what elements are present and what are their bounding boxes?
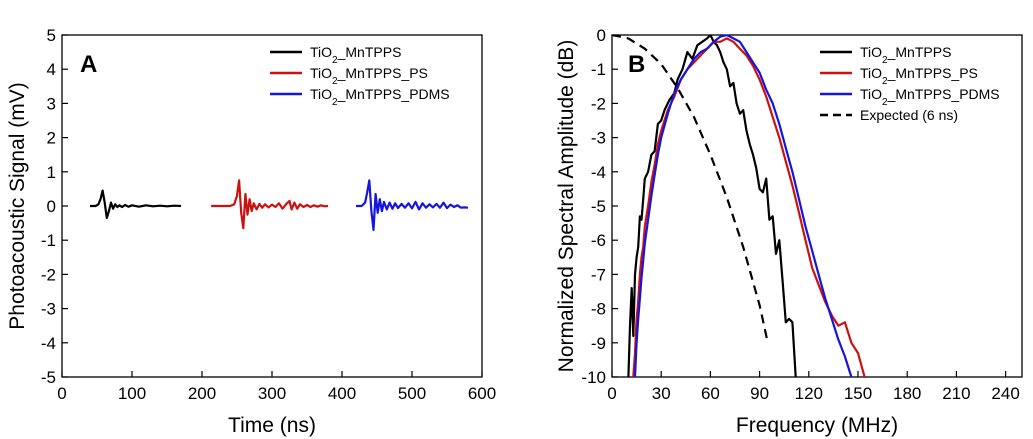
legend-label: TiO2_MnTPPS_PS [310, 65, 428, 87]
y-tick-label: -1 [591, 60, 606, 79]
x-tick-label: 30 [652, 384, 671, 403]
panel-b-ticks: 0 30 60 90 120 150 180 210 240 0 -1 -2 -3 -4 -5 -6 -7 -8 -… [581, 26, 1019, 403]
x-tick-label: 500 [398, 384, 426, 403]
panel-a-ylabel: Photoacoustic Signal (mV) [6, 82, 29, 329]
panel-a-ticks: 0 100 200 300 400 500 600 -5 -4 -3 -2 -1 0 1 2 3 4 5 [41, 26, 496, 403]
x-tick-label: 200 [188, 384, 216, 403]
panel-a-letter: A [80, 51, 97, 78]
x-tick-label: 150 [844, 384, 872, 403]
series-line [612, 35, 769, 344]
series-line [632, 37, 866, 377]
legend-label: TiO2_MnTPPS_PDMS [860, 86, 1000, 108]
y-tick-label: 0 [597, 26, 606, 45]
y-tick-label: 4 [47, 60, 56, 79]
panel-a-series [90, 179, 469, 231]
y-tick-label: -2 [591, 94, 606, 113]
y-tick-label: -3 [41, 300, 56, 319]
x-tick-label: 90 [750, 384, 769, 403]
y-tick-label: -3 [591, 129, 606, 148]
panel-b-series [612, 35, 866, 377]
panel-a: 0 100 200 300 400 500 600 -5 -4 -3 -2 -1 0 1 2 3 4 5 A Ti… [6, 26, 496, 437]
y-tick-label: -1 [41, 231, 56, 250]
y-tick-label: 2 [47, 129, 56, 148]
series-line [633, 35, 853, 377]
y-tick-label: -5 [41, 368, 56, 387]
y-tick-label: -5 [591, 197, 606, 216]
panel-b-letter: B [628, 51, 645, 78]
series-line [211, 179, 329, 230]
legend-label: Expected (6 ns) [860, 107, 958, 123]
y-tick-label: -6 [591, 231, 606, 250]
y-tick-label: -7 [591, 265, 606, 284]
series-line [627, 35, 797, 377]
x-tick-label: 400 [328, 384, 356, 403]
y-tick-label: -10 [581, 368, 606, 387]
panel-a-xlabel: Time (ns) [228, 414, 316, 437]
x-tick-label: 0 [607, 384, 616, 403]
x-tick-label: 0 [57, 384, 66, 403]
series-line [90, 189, 182, 220]
x-tick-label: 100 [118, 384, 146, 403]
y-tick-label: -8 [591, 300, 606, 319]
panel-b: 0 30 60 90 120 150 180 210 240 0 -1 -2 -3 -4 -5 -6 -7 -8 -… [555, 26, 1023, 437]
y-tick-label: 0 [47, 197, 56, 216]
panel-b-xlabel: Frequency (MHz) [736, 414, 898, 437]
x-tick-label: 600 [468, 384, 496, 403]
y-tick-label: 3 [47, 94, 56, 113]
legend-label: TiO2_MnTPPS_PS [860, 65, 978, 87]
y-tick-label: 5 [47, 26, 56, 45]
x-tick-label: 300 [258, 384, 286, 403]
panel-b-ylabel: Normalized Spectral Amplitude (dB) [555, 40, 578, 373]
panel-a-legend: TiO2_MnTPPSTiO2_MnTPPS_PSTiO2_MnTPPS_PDM… [270, 44, 450, 108]
series-line [356, 179, 469, 231]
x-tick-label: 210 [942, 384, 970, 403]
x-tick-label: 180 [893, 384, 921, 403]
x-tick-label: 60 [701, 384, 720, 403]
legend-label: TiO2_MnTPPS [310, 44, 401, 66]
legend-label: TiO2_MnTPPS_PDMS [310, 86, 450, 108]
panel-b-legend: TiO2_MnTPPSTiO2_MnTPPS_PSTiO2_MnTPPS_PDM… [820, 44, 1000, 123]
legend-label: TiO2_MnTPPS [860, 44, 951, 66]
x-tick-label: 240 [991, 384, 1019, 403]
x-tick-label: 120 [795, 384, 823, 403]
y-tick-label: 1 [47, 163, 56, 182]
y-tick-label: -4 [41, 334, 56, 353]
y-tick-label: -2 [41, 265, 56, 284]
y-tick-label: -4 [591, 163, 606, 182]
y-tick-label: -9 [591, 334, 606, 353]
